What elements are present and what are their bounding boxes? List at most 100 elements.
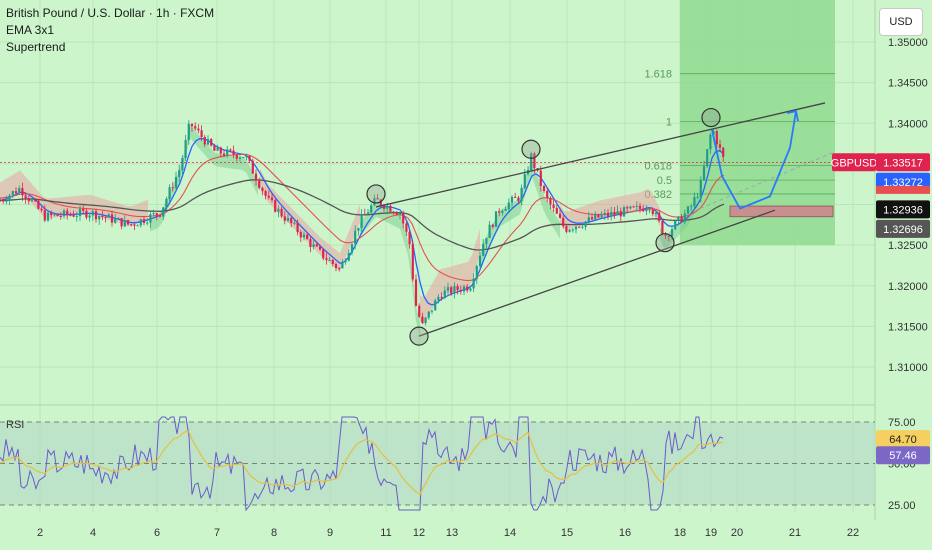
candle-body (427, 311, 430, 318)
candle-body (478, 255, 482, 267)
candle-body (642, 208, 645, 212)
candle-body (568, 229, 571, 232)
candle-body (462, 286, 466, 292)
candle-body (645, 209, 648, 212)
candle-body (322, 249, 325, 259)
candle-body (683, 213, 686, 222)
pivot-circle (409, 326, 429, 346)
candle-body (718, 144, 722, 148)
candle-body (693, 197, 696, 207)
candle-body (69, 214, 72, 216)
candle-body (226, 149, 229, 156)
candle-body (648, 209, 651, 211)
candle-body (418, 305, 421, 317)
candle-body (501, 210, 504, 213)
candle-body (130, 224, 133, 226)
candle-body (104, 216, 107, 218)
candle-body (523, 174, 526, 188)
candle-body (235, 155, 238, 159)
candle-body (382, 205, 386, 209)
candle-body (270, 197, 274, 201)
candle-body (296, 222, 299, 233)
rsi-value-tag: 64.70 (889, 434, 917, 446)
candle-body (664, 233, 667, 236)
candle-body (168, 187, 171, 199)
candle-body (280, 208, 283, 217)
candle-body (114, 218, 117, 223)
candle-body (594, 214, 597, 220)
target-price-tag-bg (876, 200, 930, 219)
candle-body (312, 244, 315, 247)
position-box-profit (680, 0, 835, 246)
time-tick-label: 4 (90, 527, 96, 539)
candle-body (686, 206, 690, 214)
candle-body (405, 223, 408, 232)
candle-body (8, 195, 11, 201)
candle-body (411, 244, 414, 280)
time-tick-label: 16 (619, 527, 631, 539)
candle-body (318, 246, 322, 250)
candle-body (520, 187, 523, 201)
candle-body (245, 156, 248, 158)
candle-body (91, 211, 94, 216)
candle-body (344, 260, 347, 263)
price-tick-label: 1.31000 (888, 362, 928, 374)
candle-body (626, 207, 629, 209)
candle-body (421, 316, 424, 323)
fib-level-label: 0.5 (657, 175, 672, 187)
candle-body (549, 197, 552, 205)
candle-body (510, 196, 514, 203)
pivot-circle (655, 233, 675, 253)
candle-body (696, 197, 699, 199)
candle-body (629, 206, 632, 209)
rsi-line (0, 416, 724, 512)
candle-body (514, 196, 517, 198)
price-tick-label: 1.31500 (888, 321, 928, 333)
candle-body (661, 220, 664, 234)
candle-body (581, 226, 584, 228)
last-price-tag-bg (876, 153, 930, 172)
candle-body (238, 157, 242, 159)
candle-body (446, 287, 450, 291)
currency-button[interactable]: USD (879, 8, 923, 36)
candle-body (434, 300, 437, 311)
legend-ema[interactable]: EMA 3x1 (6, 23, 55, 37)
candle-body (658, 212, 661, 221)
candle-body (277, 208, 280, 212)
candle-body (619, 211, 622, 217)
candle-body (530, 153, 533, 170)
candle-body (146, 222, 149, 224)
candle-body (210, 138, 213, 146)
rsi-tick-label: 75.00 (888, 417, 916, 429)
candle-body (2, 200, 5, 202)
candle-body (203, 136, 206, 145)
candle-body (43, 210, 46, 221)
price-tick-label: 1.34000 (888, 118, 928, 130)
fib-level-label: 0.618 (644, 161, 672, 173)
candle-body (354, 230, 357, 245)
candle-body (699, 179, 702, 198)
target-zone (729, 205, 834, 218)
rsi-band (0, 421, 875, 506)
price-axis[interactable]: 1.350001.345001.340001.335001.330001.325… (831, 37, 930, 512)
candle-body (546, 190, 549, 198)
candle-body (574, 226, 578, 230)
time-axis[interactable]: 2 4 6 7 8 9 11 12 13 14 15 16 18 19 20 21 22 (37, 527, 859, 539)
candle-body (37, 200, 40, 209)
candle-body (178, 170, 181, 177)
annotations[interactable] (0, 102, 875, 346)
candle-body (242, 157, 245, 159)
rsi-value-tag-bg (876, 430, 930, 449)
ma-price-tag-bg (876, 219, 930, 238)
candle-body (690, 206, 693, 208)
supertrend-cloud (480, 160, 560, 272)
candle-body (424, 317, 427, 323)
candle-body (715, 131, 718, 145)
candle-body (133, 224, 136, 226)
candle-body (152, 213, 155, 215)
candle-body (184, 140, 187, 159)
legend-supertrend[interactable]: Supertrend (6, 40, 66, 54)
candle-body (136, 225, 139, 227)
